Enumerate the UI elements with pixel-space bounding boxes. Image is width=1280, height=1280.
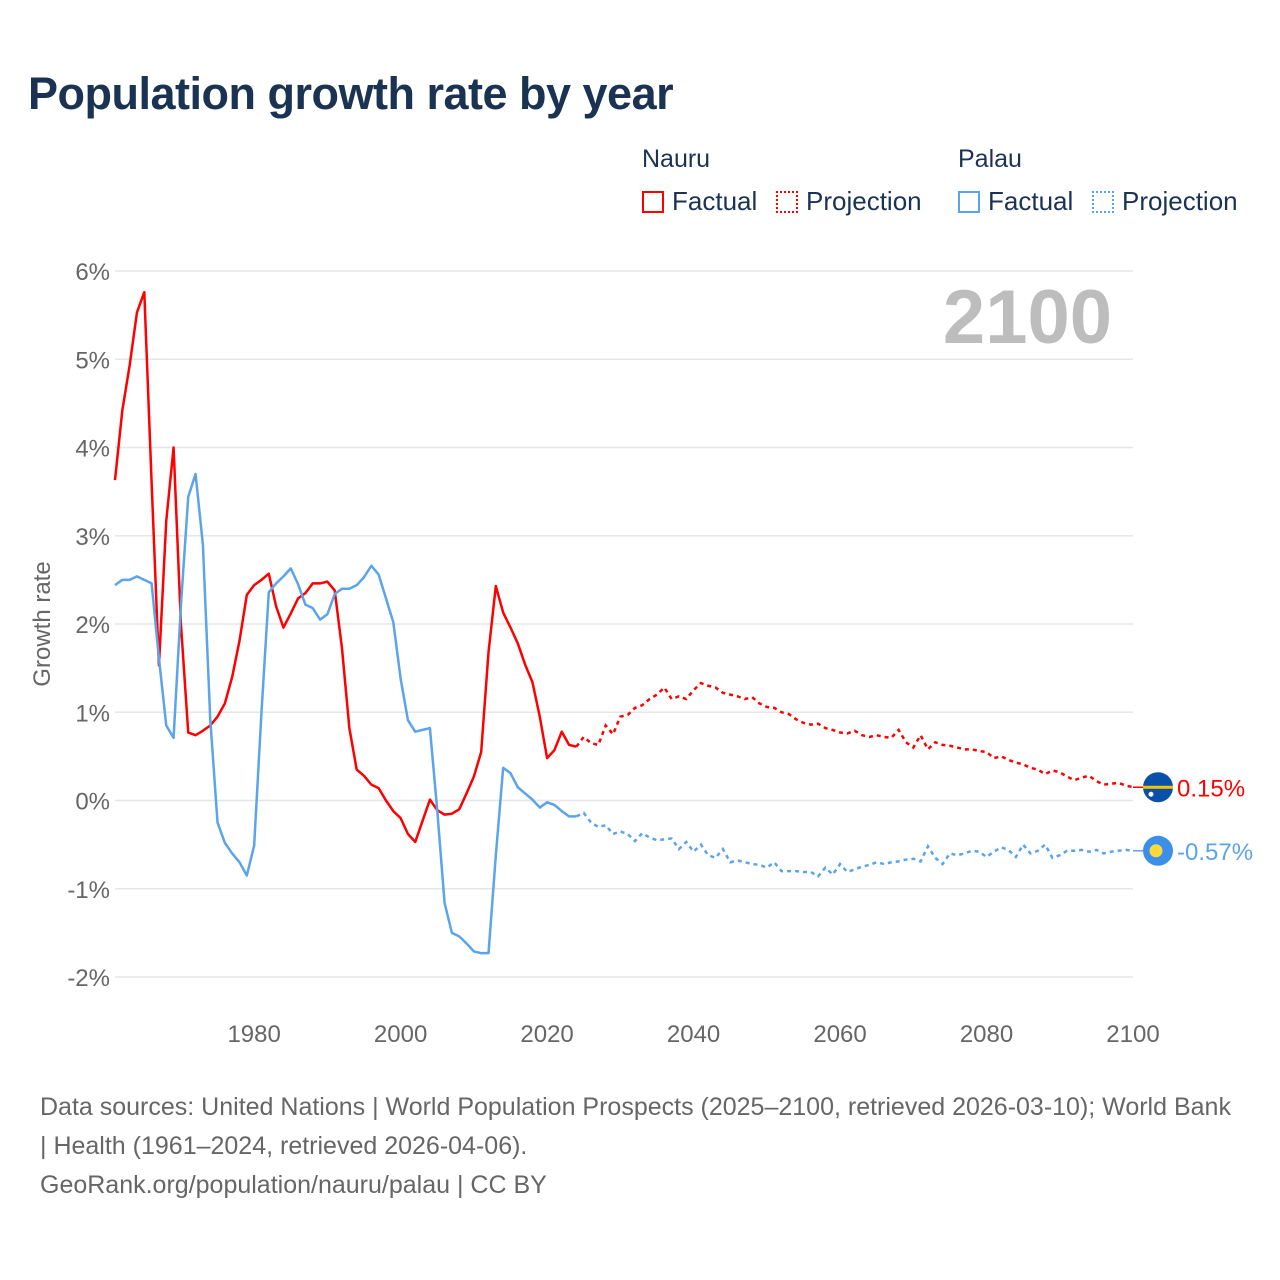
x-tick-label: 2020 [520,1021,573,1048]
legend-group-palau: Palau [958,145,1022,173]
series-line-palau-projection [575,811,1134,879]
legend-palau-factual[interactable]: Factual [958,186,1073,217]
x-tick-label: 1980 [227,1021,280,1048]
y-tick-label: 0% [75,789,110,816]
flag-disc [1149,844,1163,858]
series-line-palau-factual [114,472,577,955]
legend-label: Factual [672,186,758,216]
legend-palau-projection[interactable]: Projection [1092,186,1238,217]
y-tick-label: 1% [75,700,110,727]
year-watermark: 2100 [943,275,1112,360]
legend-label: Factual [988,186,1074,216]
x-tick-label: 2060 [813,1021,866,1048]
legend-nauru-projection[interactable]: Projection [776,186,922,217]
series-line-nauru-projection [575,681,1134,789]
legend-nauru-factual[interactable]: Factual [642,186,757,217]
y-axis-label: Growth rate [29,561,56,686]
legend-swatch-dotted [776,190,798,213]
end-value-label-nauru: 0.15% [1177,775,1245,802]
data-sources: Data sources: United Nations | World Pop… [40,1093,1231,1160]
series-line-nauru-factual [113,290,577,844]
footer: Data sources: United Nations | World Pop… [40,1088,1240,1205]
x-tick-label: 2040 [667,1021,720,1048]
legend-group-nauru: Nauru [642,145,711,173]
credit-link[interactable]: GeoRank.org/population/nauru/palau | CC … [40,1171,547,1199]
end-value-label-palau: -0.57% [1177,839,1253,866]
legend-label: Projection [806,186,922,216]
x-tick-label: 2000 [374,1021,427,1048]
flag-stripe [1143,785,1173,789]
legend-swatch-solid [958,190,980,213]
y-tick-label: -2% [67,965,110,992]
x-tick-label: 2080 [960,1021,1013,1048]
x-tick-label: 2100 [1106,1021,1159,1048]
y-tick-label: 6% [75,259,110,286]
legend-label: Projection [1122,186,1238,216]
legend-swatch-dotted [1092,190,1114,213]
y-tick-label: 4% [75,436,110,463]
y-tick-label: -1% [67,877,110,904]
y-tick-label: 3% [75,524,110,551]
chart-title: Population growth rate by year [28,68,674,119]
legend-swatch-solid [642,190,664,213]
y-tick-label: 2% [75,612,110,639]
y-tick-label: 5% [75,347,110,374]
flag-star [1148,791,1154,797]
